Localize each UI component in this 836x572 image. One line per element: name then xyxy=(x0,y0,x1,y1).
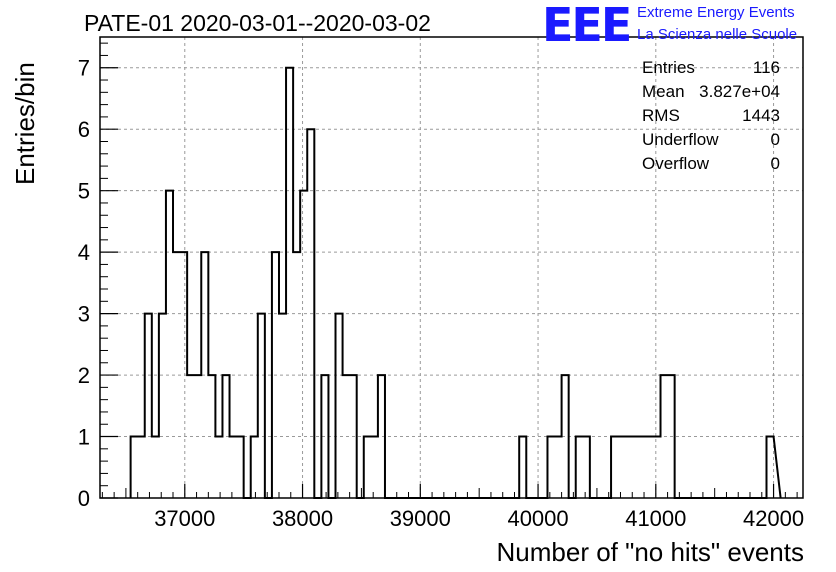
x-axis-label: Number of "no hits" events xyxy=(496,537,805,567)
y-tick-label: 7 xyxy=(78,56,90,81)
x-tick-label: 40000 xyxy=(507,506,568,531)
stat-label: Underflow xyxy=(642,130,719,149)
y-tick-label: 1 xyxy=(78,425,90,450)
grid-lines xyxy=(100,37,803,498)
x-tick-label: 39000 xyxy=(390,506,451,531)
stat-row-entries: Entries 116 xyxy=(642,58,780,82)
stat-value: 3.827e+04 xyxy=(699,82,780,101)
y-tick-label: 3 xyxy=(78,302,90,327)
stat-label: Mean xyxy=(642,82,685,101)
logo-line-2: La Scienza nelle Scuole xyxy=(637,26,798,43)
stat-label: Entries xyxy=(642,58,695,77)
eee-logo-mark: EEE xyxy=(542,0,632,52)
x-tick-label: 38000 xyxy=(272,506,333,531)
plot-frame xyxy=(99,36,804,499)
stat-value: 0 xyxy=(770,130,780,149)
stat-value: 1443 xyxy=(742,106,780,125)
stat-value: 116 xyxy=(752,58,780,77)
x-tick-label: 41000 xyxy=(625,506,686,531)
y-tick-label: 5 xyxy=(78,179,90,204)
y-tick-label: 0 xyxy=(78,486,90,511)
y-tick-label: 2 xyxy=(78,363,90,388)
stats-box: Entries 116 Mean 3.827e+04 RMS 1443 Unde… xyxy=(642,58,780,178)
axis-ticks: 37000 38000 39000 40000 41000 42000 0 1 2 3 4 5 6 7 xyxy=(78,42,804,531)
y-tick-label: 6 xyxy=(78,117,90,142)
stat-value: 0 xyxy=(770,154,780,173)
plot-title: PATE-01 2020-03-01--2020-03-02 xyxy=(84,10,431,36)
stat-label: Overflow xyxy=(642,154,710,173)
stat-row-underflow: Underflow 0 xyxy=(642,130,780,154)
x-tick-label: 37000 xyxy=(154,506,215,531)
y-tick-label: 4 xyxy=(78,240,90,265)
y-axis-label: Entries/bin xyxy=(10,62,40,185)
stat-label: RMS xyxy=(642,106,680,125)
stat-row-mean: Mean 3.827e+04 xyxy=(642,82,780,106)
stat-row-overflow: Overflow 0 xyxy=(642,154,780,178)
stat-row-rms: RMS 1443 xyxy=(642,106,780,130)
x-tick-label: 42000 xyxy=(743,506,804,531)
logo-line-1: Extreme Energy Events xyxy=(637,4,795,21)
